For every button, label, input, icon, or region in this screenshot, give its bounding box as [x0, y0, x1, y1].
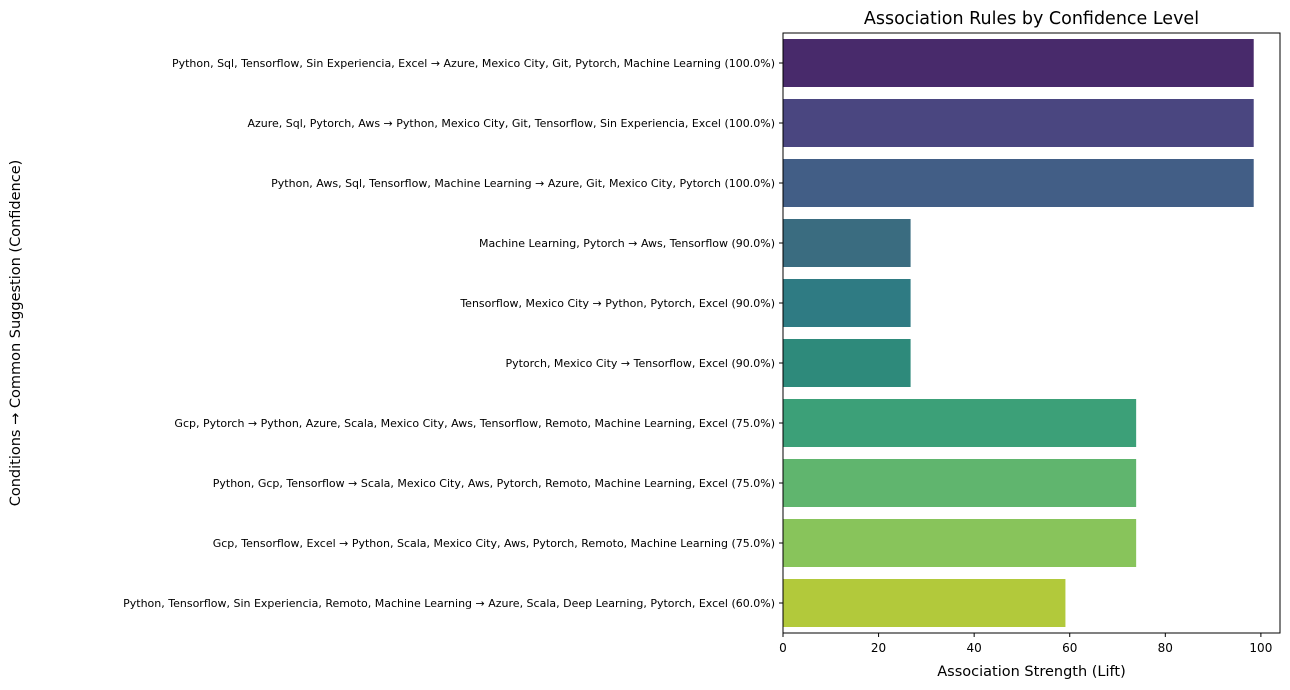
category-label: Gcp, Pytorch → Python, Azure, Scala, Mex… — [174, 417, 775, 430]
category-label: Machine Learning, Pytorch → Aws, Tensorf… — [479, 237, 775, 250]
bar-7 — [783, 399, 1137, 447]
bar-5 — [783, 279, 911, 327]
x-axis-title: Association Strength (Lift) — [937, 664, 1125, 680]
category-label: Pytorch, Mexico City → Tensorflow, Excel… — [505, 357, 775, 370]
bar-8 — [783, 459, 1137, 507]
bar-9 — [783, 519, 1137, 567]
plot-frame — [782, 32, 1281, 634]
x-tick-label: 20 — [871, 641, 886, 655]
bar-3 — [783, 159, 1254, 207]
chart-title: Association Rules by Confidence Level — [864, 9, 1199, 29]
x-tick-label: 0 — [779, 641, 787, 655]
category-label: Gcp, Tensorflow, Excel → Python, Scala, … — [213, 537, 775, 550]
category-label: Tensorflow, Mexico City → Python, Pytorc… — [459, 297, 775, 310]
category-label: Azure, Sql, Pytorch, Aws → Python, Mexic… — [247, 117, 775, 130]
x-tick-label: 60 — [1062, 641, 1077, 655]
x-ticks-group: 0 20 40 60 80 100 — [779, 633, 1272, 655]
bar-6 — [783, 339, 911, 387]
y-axis-title: Conditions → Common Suggestion (Confiden… — [8, 160, 24, 507]
bar-10 — [783, 579, 1066, 627]
x-tick-label: 80 — [1158, 641, 1173, 655]
x-tick-label: 100 — [1249, 641, 1272, 655]
bars-group — [783, 39, 1254, 627]
category-labels-group: Python, Sql, Tensorflow, Sin Experiencia… — [123, 57, 783, 610]
bar-4 — [783, 219, 911, 267]
category-label: Python, Aws, Sql, Tensorflow, Machine Le… — [271, 177, 775, 190]
category-label: Python, Sql, Tensorflow, Sin Experiencia… — [172, 57, 775, 70]
category-label: Python, Tensorflow, Sin Experiencia, Rem… — [123, 597, 775, 610]
x-tick-label: 40 — [967, 641, 982, 655]
bar-1 — [783, 39, 1254, 87]
bar-2 — [783, 99, 1254, 147]
category-label: Python, Gcp, Tensorflow → Scala, Mexico … — [213, 477, 775, 490]
